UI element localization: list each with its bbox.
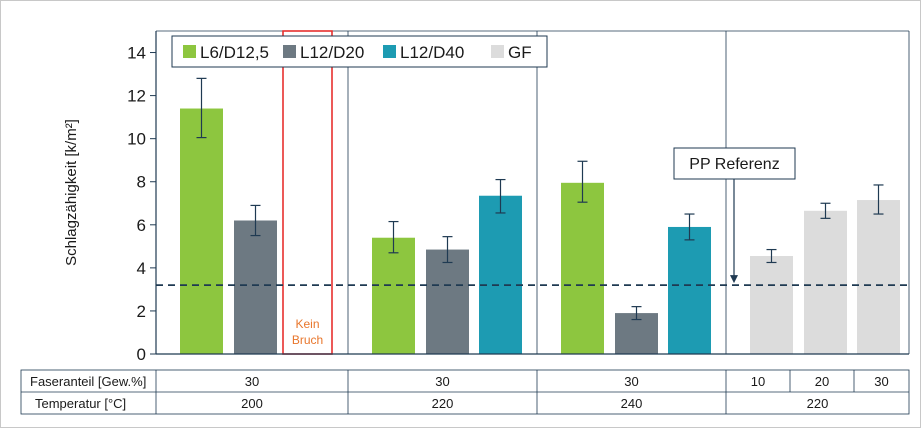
table-cell-faseranteil: 30 — [874, 374, 888, 389]
y-tick-label: 2 — [137, 302, 146, 321]
bars-layer: Kein Bruch — [180, 30, 900, 355]
table-row-label: Temperatur [°C] — [35, 396, 126, 411]
legend-label: L12/D20 — [300, 43, 364, 62]
no-break-box — [282, 30, 333, 355]
table-cell-temperatur: 200 — [241, 396, 263, 411]
bar — [180, 108, 223, 355]
legend-label: L6/D12,5 — [200, 43, 269, 62]
table-cell-faseranteil: 30 — [435, 374, 449, 389]
bar — [561, 182, 604, 354]
y-tick-label: 0 — [137, 345, 146, 364]
bar — [234, 220, 277, 354]
legend-label: GF — [508, 43, 532, 62]
parameter-table: Faseranteil [Gew.%] Temperatur [°C] 30 200 3… — [20, 369, 910, 415]
y-tick-label: 4 — [137, 259, 146, 278]
bar — [857, 200, 900, 354]
table-cell-faseranteil: 30 — [245, 374, 259, 389]
y-tick-label: 10 — [127, 130, 146, 149]
y-tick-label: 12 — [127, 87, 146, 106]
reference-arrow-head — [730, 275, 738, 284]
y-tick-label: 14 — [127, 44, 146, 63]
legend-swatch — [383, 45, 396, 58]
legend-label: L12/D40 — [400, 43, 464, 62]
table-cell-faseranteil: 10 — [751, 374, 765, 389]
table-cell-temperatur: 220 — [432, 396, 454, 411]
legend-swatch — [183, 45, 196, 58]
bar — [750, 256, 793, 354]
bar — [426, 249, 469, 354]
no-break-label: Bruch — [292, 333, 323, 347]
bar — [668, 226, 711, 354]
legend-swatch — [491, 45, 504, 58]
reference-annotation-label: PP Referenz — [689, 156, 779, 173]
reference-line: PP Referenz — [156, 147, 909, 286]
table-cell-faseranteil: 20 — [815, 374, 829, 389]
table-cell-temperatur: 220 — [807, 396, 829, 411]
y-axis-label: Schlagzähigkeit [k/m²] — [63, 119, 80, 266]
y-tick-label: 8 — [137, 173, 146, 192]
bar — [479, 195, 522, 354]
table-row-label: Faseranteil [Gew.%] — [30, 374, 146, 389]
reference-annotation-box — [673, 147, 796, 180]
bar — [372, 237, 415, 354]
axes: 0 2 4 6 8 10 12 14 Schlagzähigkeit [k/m²] — [63, 31, 909, 364]
y-tick-label: 6 — [137, 216, 146, 235]
table-cell-temperatur: 240 — [621, 396, 643, 411]
table-cell-faseranteil: 30 — [624, 374, 638, 389]
bar — [804, 210, 847, 354]
grid — [156, 30, 910, 354]
no-break-label: Kein — [295, 317, 319, 331]
legend-box — [171, 35, 548, 68]
legend-swatch — [283, 45, 296, 58]
legend: L6/D12,5 L12/D20 L12/D40 GF — [171, 35, 548, 68]
